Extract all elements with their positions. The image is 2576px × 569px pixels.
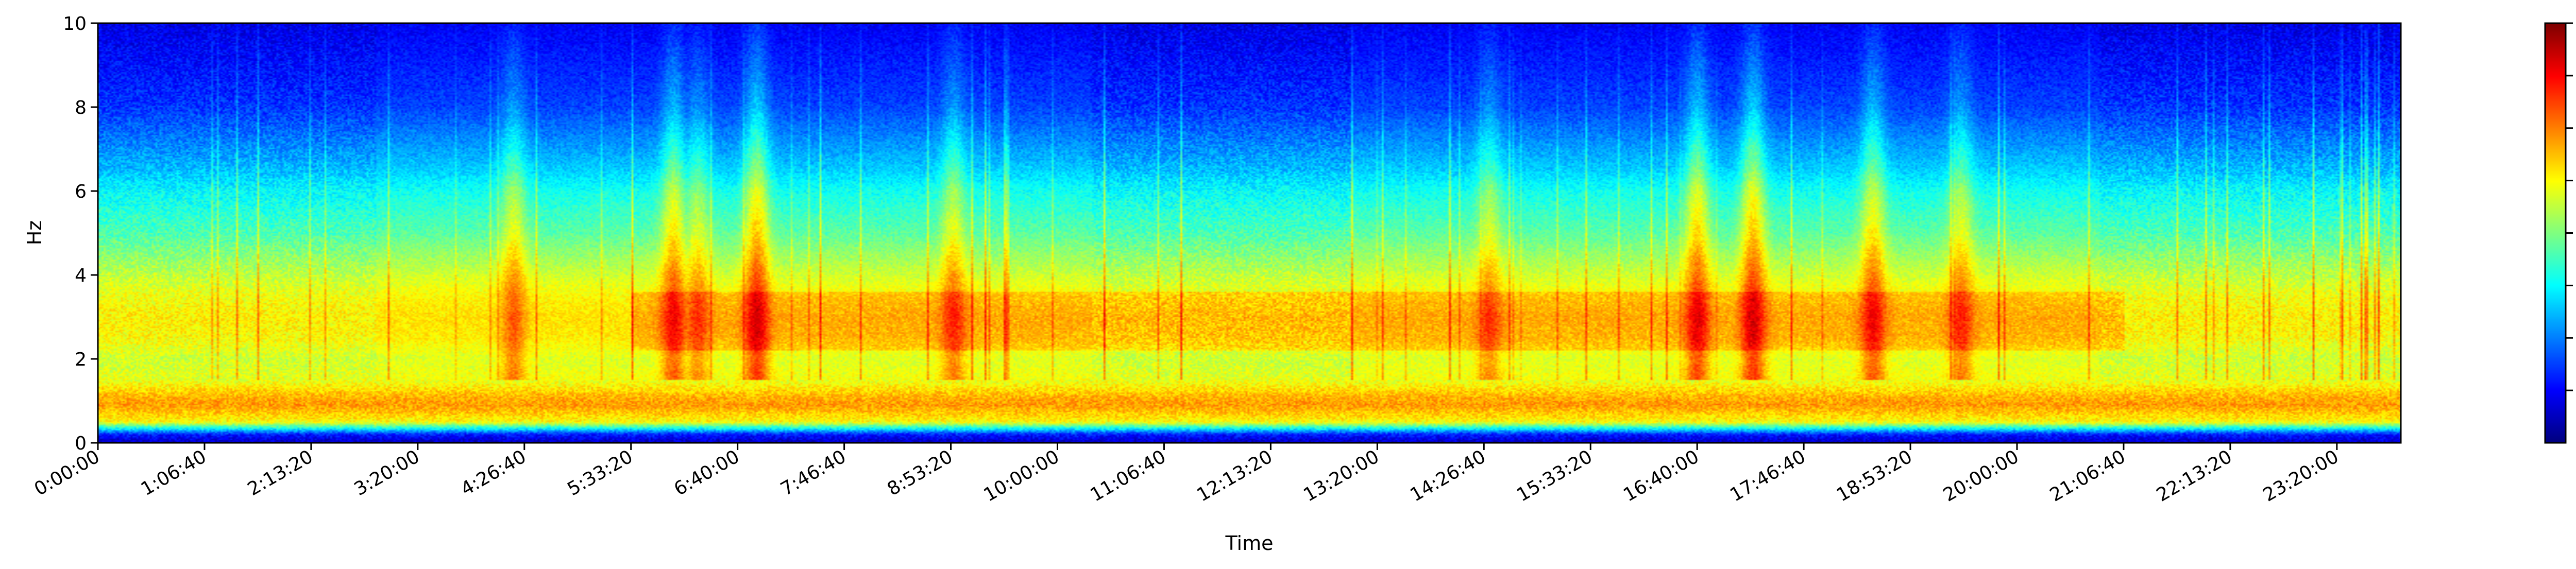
y-tick-label: 10 xyxy=(63,13,87,35)
x-tick-label: 17:46:40 xyxy=(1726,446,1809,506)
x-tick-label: 8:53:20 xyxy=(884,446,956,500)
x-tick-label: 23:20:00 xyxy=(2260,446,2343,506)
x-tick-label: 22:13:20 xyxy=(2153,446,2236,506)
plot-area xyxy=(97,22,2402,444)
x-tick-label: 4:26:40 xyxy=(457,446,530,500)
x-tick-label: 15:33:20 xyxy=(1513,446,1596,506)
x-tick-label: 1:06:40 xyxy=(138,446,210,500)
x-tick-label: 20:00:00 xyxy=(1940,446,2023,506)
y-tick-label: 2 xyxy=(75,349,87,370)
colorbar: +0 dB-10 dB-20 dB-30 dB-40 dB-50 dB-60 d… xyxy=(2544,22,2573,444)
plot-frame xyxy=(97,22,2402,444)
y-tick-label: 4 xyxy=(75,265,87,286)
x-tick-label: 11:06:40 xyxy=(1087,446,1170,506)
x-tick-label: 21:06:40 xyxy=(2046,446,2129,506)
x-tick-label: 12:13:20 xyxy=(1193,446,1276,506)
y-tick-label: 6 xyxy=(75,181,87,202)
y-axis: 0 2 4 6 8 10 xyxy=(63,13,98,454)
x-axis-label: Time xyxy=(1225,532,1274,555)
x-tick-label: 3:20:00 xyxy=(351,446,423,500)
x-tick-label: 14:26:40 xyxy=(1406,446,1489,506)
x-tick-label: 10:00:00 xyxy=(980,446,1063,506)
x-tick-label: 18:53:20 xyxy=(1833,446,1916,506)
colorbar-ticks: +0 dB-10 dB-20 dB-30 dB-40 dB-50 dB-60 d… xyxy=(2566,22,2573,391)
colorbar-gradient xyxy=(2545,23,2566,443)
y-tick-label: 0 xyxy=(75,433,87,454)
x-tick-label: 7:46:40 xyxy=(777,446,850,500)
spectrogram-image xyxy=(98,23,2401,443)
y-tick-label: 8 xyxy=(75,97,87,118)
x-tick-label: 13:20:00 xyxy=(1300,446,1383,506)
x-tick-label: 6:40:00 xyxy=(670,446,743,500)
x-tick-label: 5:33:20 xyxy=(564,446,637,500)
x-tick-label: 2:13:20 xyxy=(244,446,317,500)
x-axis: 0:00:00 1:06:40 2:13:20 3:20:00 4:26:40 5:33:… xyxy=(31,443,2343,506)
x-tick-label: 16:40:00 xyxy=(1620,446,1703,506)
y-axis-label: Hz xyxy=(23,220,46,246)
x-tick-label: 0:00:00 xyxy=(31,446,104,500)
